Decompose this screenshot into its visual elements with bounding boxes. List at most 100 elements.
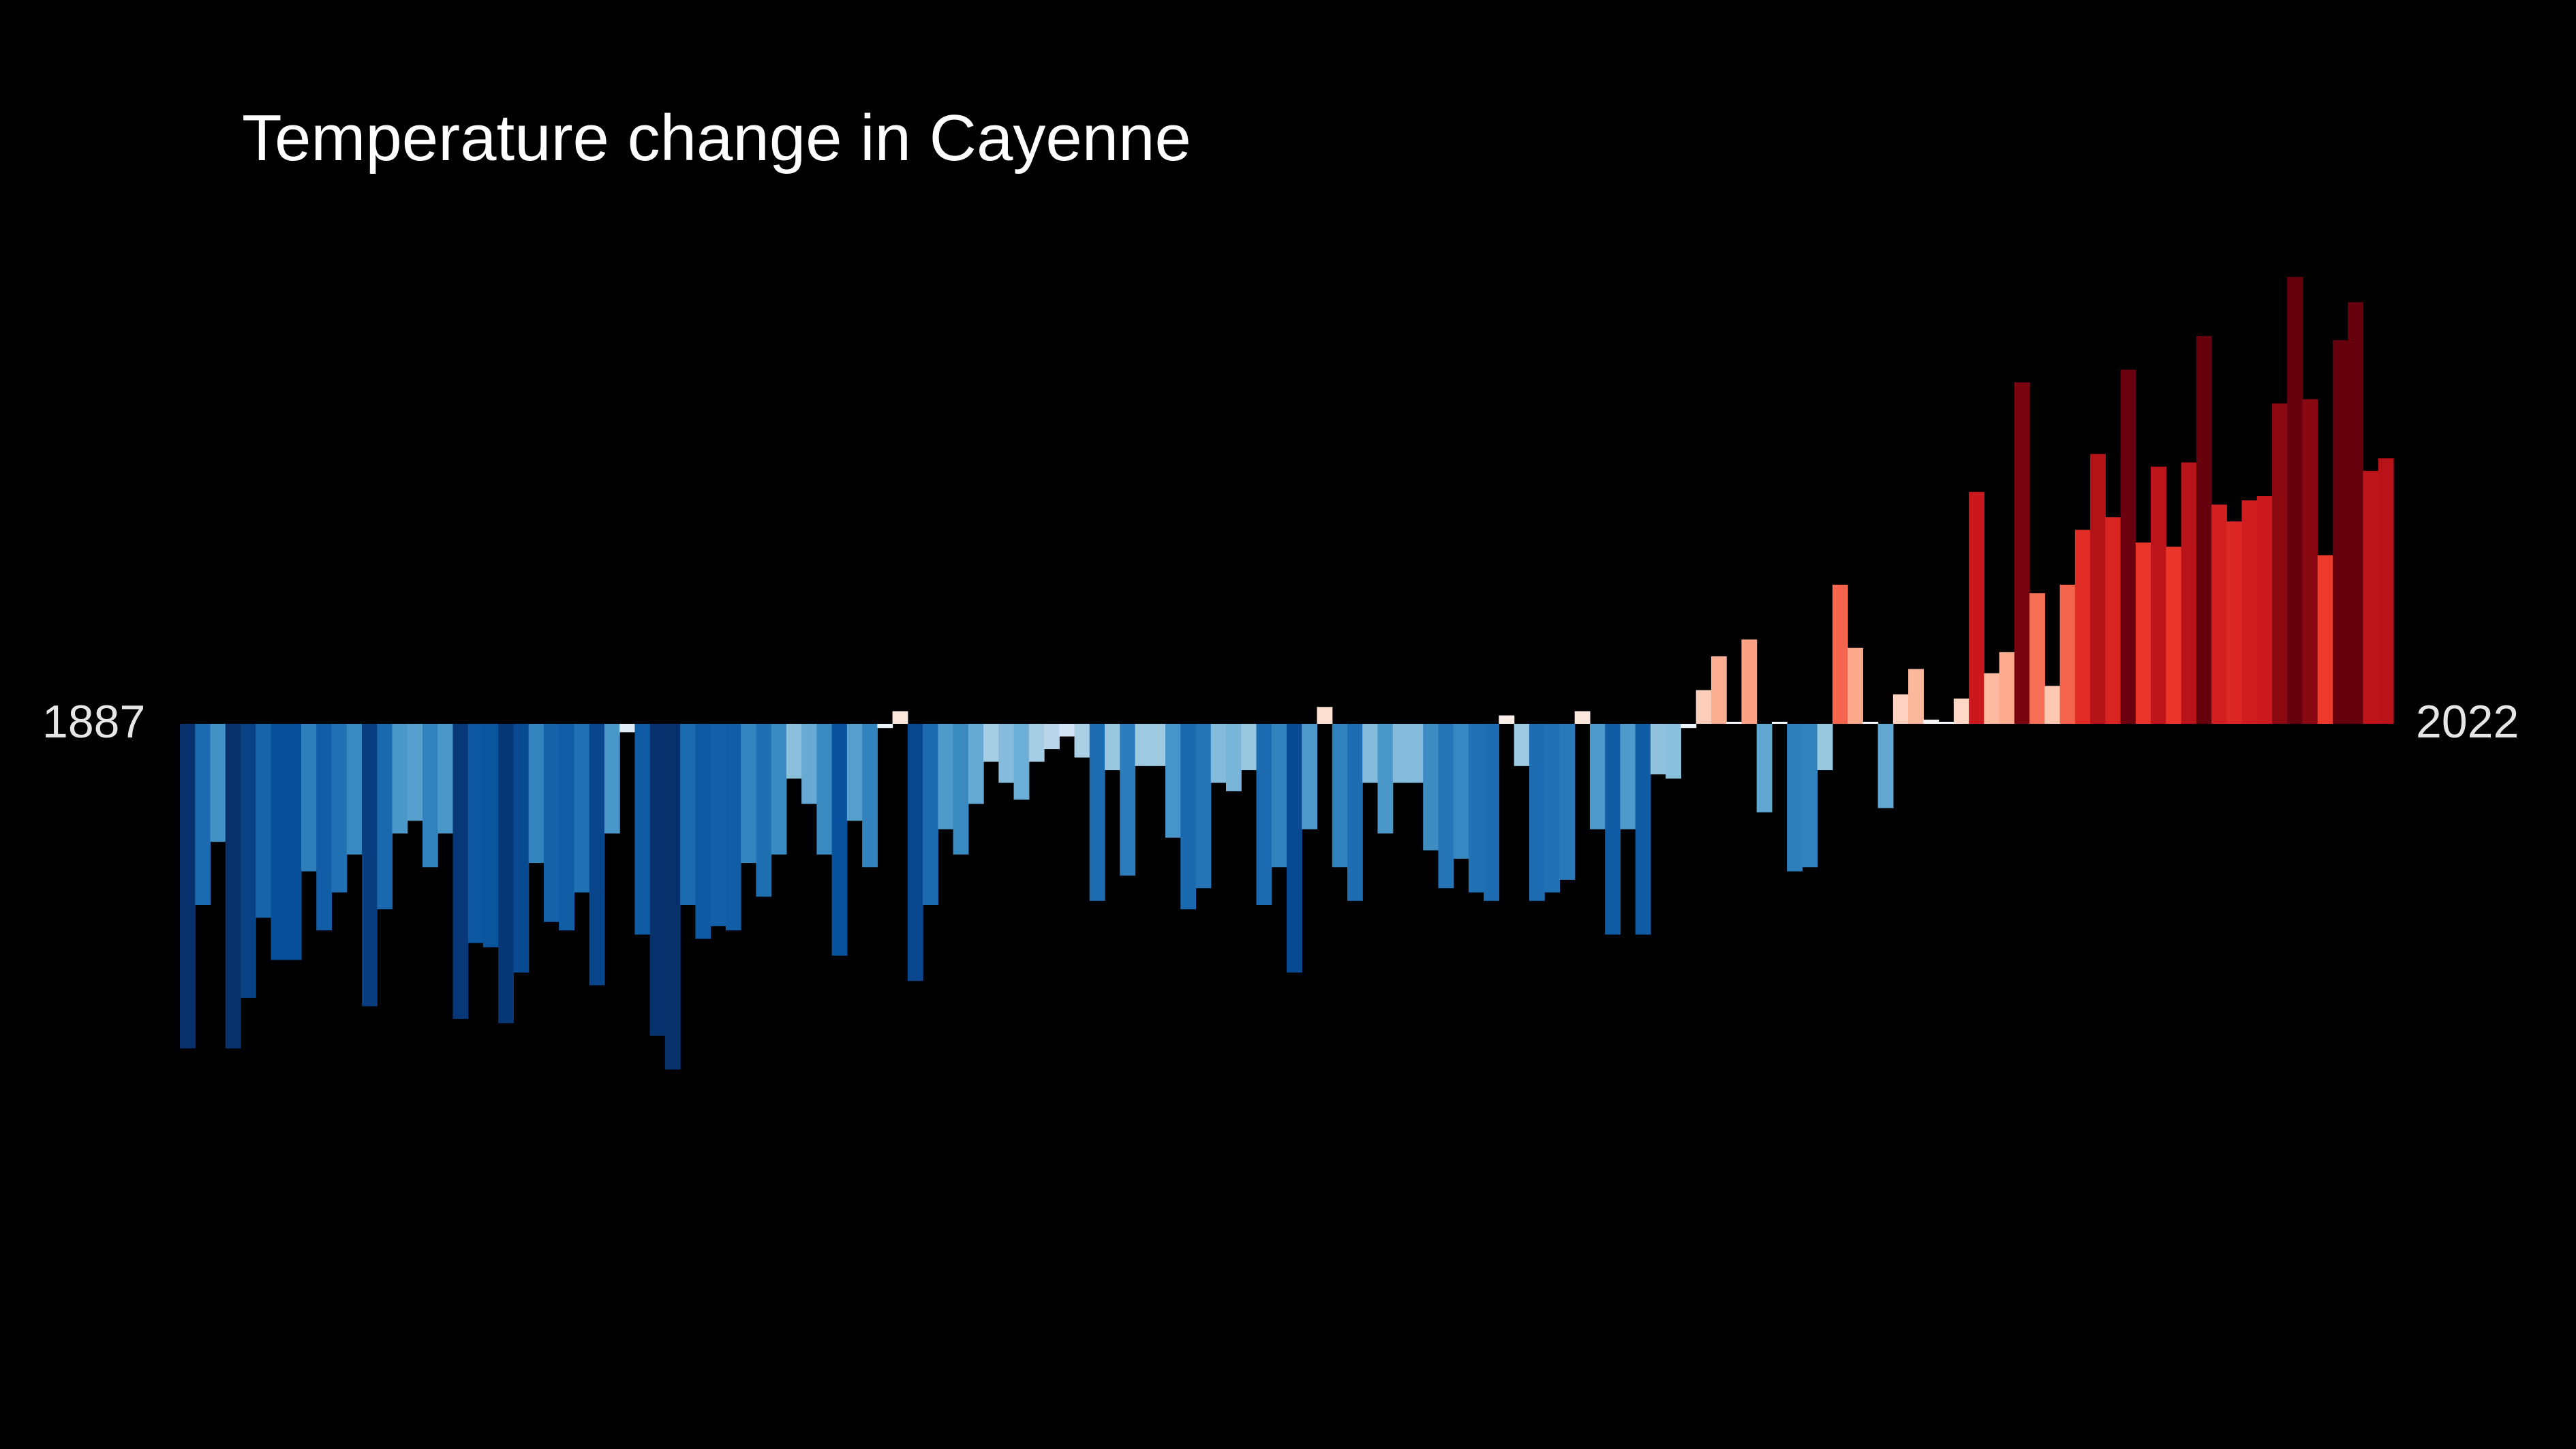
temperature-bar-2003 [1938, 722, 1954, 724]
temperature-bar-1957 [1241, 724, 1257, 771]
temperature-bar-1921 [695, 724, 711, 939]
temperature-bar-1930 [831, 724, 848, 956]
temperature-bar-1920 [680, 724, 696, 905]
end-year-label: 2022 [2416, 696, 2519, 748]
temperature-bar-1916 [619, 724, 635, 733]
temperature-bar-1961 [1302, 724, 1318, 829]
temperature-bar-1989 [1726, 722, 1742, 724]
temperature-bar-1945 [1059, 724, 1075, 737]
temperature-bar-1894 [286, 724, 302, 960]
temperature-bar-1958 [1256, 724, 1272, 905]
temperature-bar-1898 [346, 724, 363, 855]
temperature-bar-2004 [1953, 698, 1969, 724]
temperature-bar-1909 [513, 724, 530, 973]
temperature-bar-1991 [1756, 724, 1773, 812]
temperature-bar-1942 [1013, 724, 1030, 800]
temperature-bar-2012 [2074, 530, 2091, 724]
temperature-bar-1908 [498, 724, 515, 1024]
temperature-bar-1892 [256, 724, 272, 918]
temperature-bar-1951 [1150, 724, 1166, 766]
temperature-bar-1925 [756, 724, 772, 897]
temperature-bar-1887 [180, 724, 196, 1049]
temperature-bar-2028 [2317, 555, 2333, 724]
temperature-bar-1992 [1771, 722, 1788, 724]
temperature-bar-1997 [1847, 647, 1863, 724]
temperature-bar-1993 [1787, 724, 1803, 872]
temperature-bar-1966 [1377, 724, 1394, 834]
temperature-bar-1972 [1468, 724, 1484, 893]
temperature-bar-1994 [1802, 724, 1818, 868]
temperature-bar-1902 [407, 724, 423, 821]
temperature-bar-1906 [467, 724, 484, 943]
temperature-bar-1999 [1877, 724, 1894, 808]
temperature-bar-1980 [1589, 724, 1606, 829]
temperature-bar-2024 [2256, 495, 2273, 724]
temperature-bar-1996 [1832, 584, 1848, 724]
temperature-bar-1990 [1741, 639, 1758, 724]
temperature-bar-1899 [361, 724, 378, 1007]
temperature-bar-1981 [1605, 724, 1621, 935]
temperature-bar-2001 [1908, 669, 1924, 724]
temperature-bar-1962 [1317, 707, 1333, 724]
temperature-bar-1933 [877, 724, 893, 729]
temperature-bar-2017 [2151, 466, 2166, 724]
temperature-bar-1985 [1666, 724, 1682, 779]
temperature-bar-1912 [559, 724, 575, 931]
temperature-bar-1889 [210, 724, 226, 842]
temperature-bar-2021 [2211, 504, 2227, 724]
temperature-bar-1923 [725, 724, 741, 931]
temperature-bar-1918 [649, 724, 666, 1036]
temperature-bar-2020 [2196, 335, 2212, 724]
temperature-bar-1963 [1332, 724, 1348, 868]
temperature-bar-1946 [1074, 724, 1090, 758]
temperature-bar-2022 [2226, 521, 2243, 724]
temperature-bar-1967 [1392, 724, 1409, 783]
temperature-bar-1965 [1362, 724, 1379, 783]
temperature-bar-1926 [771, 724, 787, 855]
temperature-bar-2014 [2105, 517, 2121, 724]
temperature-bar-2010 [2044, 686, 2061, 724]
temperature-bar-1924 [741, 724, 756, 864]
temperature-bar-2032 [2378, 458, 2394, 724]
temperature-bar-1950 [1135, 724, 1151, 766]
temperature-bar-1919 [664, 724, 681, 1070]
temperature-bar-1915 [604, 724, 620, 834]
temperature-bar-1895 [301, 724, 317, 872]
temperature-bar-1913 [574, 724, 590, 893]
temperature-bar-1936 [923, 724, 938, 905]
temperature-bar-1987 [1696, 690, 1712, 724]
temperature-bar-1984 [1650, 724, 1666, 775]
temperature-bar-2027 [2302, 399, 2318, 724]
temperature-bar-2025 [2272, 403, 2288, 724]
temperature-bar-1976 [1529, 724, 1545, 901]
temperature-bar-2005 [1969, 491, 1984, 724]
temperature-bar-1975 [1514, 724, 1530, 766]
temperature-bar-1910 [528, 724, 545, 864]
temperature-bar-1928 [801, 724, 817, 804]
temperature-bar-1922 [710, 724, 726, 926]
temperature-bar-1977 [1544, 724, 1561, 893]
temperature-bar-2019 [2181, 462, 2197, 724]
temperature-bar-1949 [1120, 724, 1136, 876]
temperature-bar-2023 [2241, 500, 2258, 724]
temperature-bar-1929 [816, 724, 833, 855]
temperature-bar-1931 [846, 724, 863, 821]
temperature-bar-1954 [1195, 724, 1212, 889]
temperature-bar-1952 [1165, 724, 1181, 838]
temperature-bar-1891 [240, 724, 256, 998]
temperature-bar-1911 [543, 724, 559, 922]
temperature-bar-1934 [892, 711, 908, 724]
temperature-bar-1970 [1438, 724, 1454, 889]
temperature-bar-1983 [1635, 724, 1651, 935]
temperature-bar-1897 [331, 724, 348, 893]
temperature-bar-1937 [938, 724, 954, 829]
temperature-bar-1917 [634, 724, 651, 935]
temperature-bar-1969 [1423, 724, 1439, 851]
temperature-bar-1998 [1862, 722, 1879, 724]
temperature-bar-1988 [1711, 656, 1727, 724]
chart-title: Temperature change in Cayenne [242, 102, 1191, 174]
start-year-label: 1887 [42, 696, 146, 748]
temperature-bar-1974 [1499, 715, 1515, 724]
